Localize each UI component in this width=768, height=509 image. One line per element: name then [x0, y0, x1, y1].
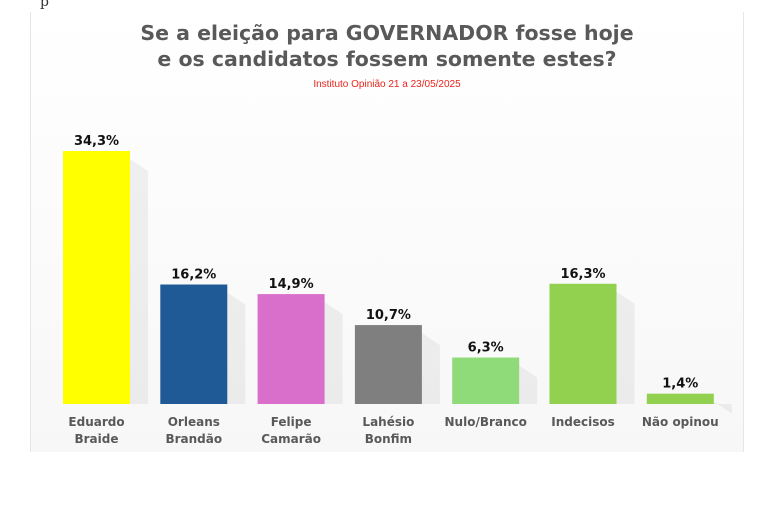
bar: [63, 151, 130, 404]
category-tick-label: Não opinou: [642, 415, 719, 429]
bar: [160, 284, 228, 404]
category-tick-label: Indecisos: [551, 415, 615, 429]
category-tick-label: Orleans: [168, 415, 220, 429]
bar-shadow: [519, 365, 538, 404]
bar-shadow: [130, 159, 148, 404]
bar-value-label: 10,7%: [366, 308, 411, 323]
bar: [257, 294, 325, 404]
bar: [549, 283, 617, 404]
chart-subtitle: Instituto Opinião 21 a 23/05/2025: [313, 79, 461, 90]
category-tick-label: Nulo/Branco: [445, 415, 527, 429]
category-tick-label: Camarão: [261, 432, 321, 446]
category-tick-label: Bonfim: [365, 432, 412, 446]
bar-value-label: 34,3%: [74, 134, 119, 149]
category-tick-label: Eduardo: [68, 415, 124, 429]
bar-shadow: [616, 291, 635, 404]
chart-panel: Se a eleição para GOVERNADOR fosse hoje …: [30, 12, 744, 452]
bar: [452, 357, 520, 404]
chart-title: Se a eleição para GOVERNADOR fosse hoje …: [31, 20, 743, 72]
bar-chart: 34,3% Eduardo Braide 16,2% Orleans Brandão 14,…: [63, 134, 732, 446]
bar: [646, 393, 714, 404]
page-top-fragment: p: [40, 0, 49, 10]
chart-title-line-1: Se a eleição para GOVERNADOR fosse hoje: [140, 21, 634, 45]
bar-shadow: [713, 401, 732, 414]
category-tick-label: Brandão: [165, 432, 222, 446]
page-top-strip: p: [0, 0, 768, 14]
category-tick-label: Lahésio: [362, 415, 414, 429]
bar-value-label: 16,2%: [171, 268, 216, 283]
bar-shadow: [324, 302, 343, 404]
bar-value-label: 6,3%: [468, 341, 504, 356]
bar-value-label: 16,3%: [560, 267, 605, 282]
category-tick-label: Felipe: [271, 415, 312, 429]
bar-value-label: 1,4%: [662, 377, 698, 392]
bar-shadow: [227, 292, 246, 404]
chart-title-line-2: e os candidatos fossem somente estes?: [157, 47, 617, 71]
bar: [354, 325, 422, 404]
bar-value-label: 14,9%: [269, 277, 314, 292]
bar-shadow: [421, 333, 440, 404]
category-tick-label: Braide: [74, 432, 118, 446]
